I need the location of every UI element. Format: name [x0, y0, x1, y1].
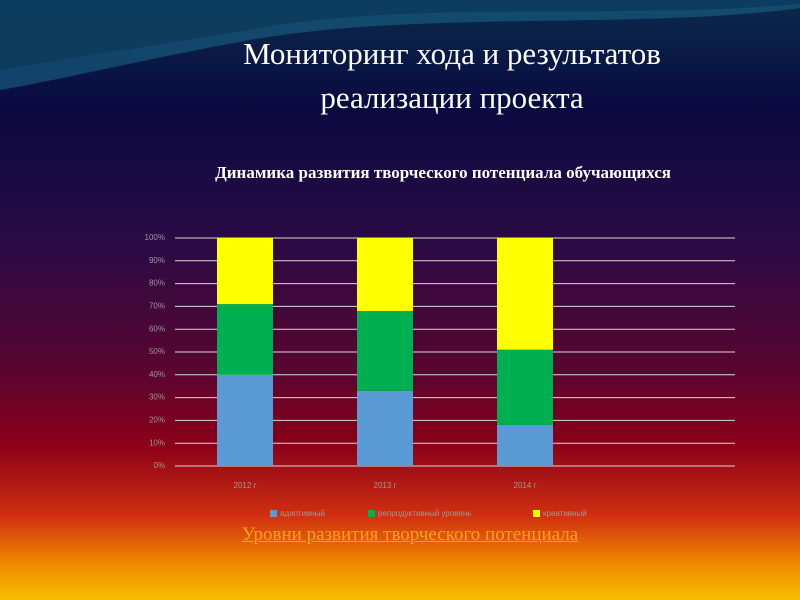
legend-label: репродуктивный уровень — [378, 509, 471, 518]
bar-segment — [357, 390, 413, 466]
chart-title: Динамика развития творческого потенциала… — [215, 163, 671, 182]
x-tick-label: 2014 г — [514, 481, 537, 490]
y-tick-label: 40% — [149, 370, 165, 379]
y-tick-label: 60% — [149, 324, 165, 333]
bar-segment — [497, 349, 553, 425]
bar-segment — [217, 304, 273, 375]
y-tick-label: 30% — [149, 393, 165, 402]
y-tick-label: 70% — [149, 302, 165, 311]
bar-segment — [497, 424, 553, 466]
y-tick-label: 10% — [149, 438, 165, 447]
y-tick-label: 20% — [149, 416, 165, 425]
x-tick-label: 2013 г — [374, 481, 397, 490]
legend-swatch — [368, 510, 375, 517]
bar-segment — [497, 238, 553, 350]
slide-title: реализации проекта — [320, 80, 584, 115]
top-wave — [0, 0, 800, 70]
legend-label: креативный — [543, 509, 587, 518]
slide-title: Мониторинг хода и результатов — [243, 36, 661, 71]
legend-swatch — [270, 510, 277, 517]
bar-segment — [217, 238, 273, 305]
bar-segment — [357, 238, 413, 311]
legend-swatch — [533, 510, 540, 517]
y-tick-label: 100% — [145, 233, 165, 242]
y-tick-label: 90% — [149, 256, 165, 265]
link[interactable]: Уровни развития творческого потенциала — [241, 524, 579, 545]
y-tick-label: 50% — [149, 347, 165, 356]
legend-label: адаптивный — [280, 509, 325, 518]
bar-segment — [217, 374, 273, 466]
bar-segment — [357, 310, 413, 391]
y-tick-label: 80% — [149, 279, 165, 288]
y-tick-label: 0% — [153, 461, 165, 470]
x-tick-label: 2012 г — [234, 481, 257, 490]
